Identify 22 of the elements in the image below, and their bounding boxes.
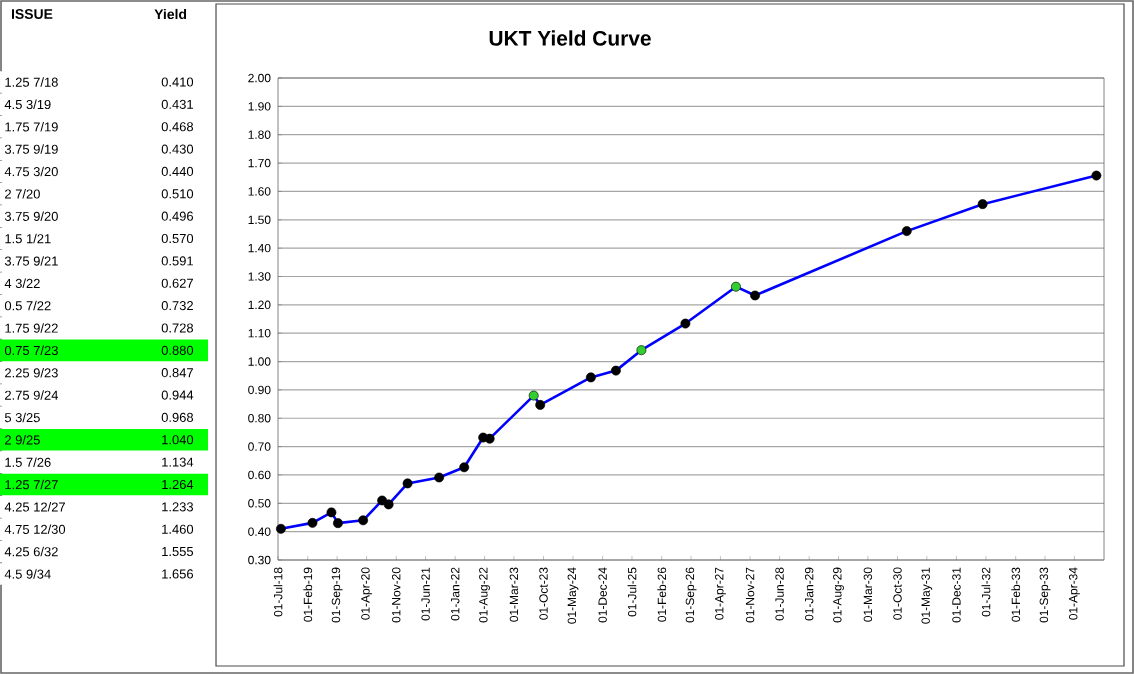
point bbox=[383, 499, 394, 510]
point bbox=[535, 400, 546, 410]
point bbox=[358, 515, 369, 526]
point bbox=[276, 523, 286, 534]
point bbox=[402, 478, 413, 489]
point bbox=[1091, 170, 1102, 181]
point bbox=[326, 507, 337, 518]
chart-title: UKT Yield Curve bbox=[489, 30, 651, 46]
point bbox=[731, 281, 741, 292]
point bbox=[333, 518, 343, 529]
point bbox=[585, 372, 596, 383]
point bbox=[636, 345, 647, 356]
point bbox=[528, 390, 539, 401]
point bbox=[611, 365, 621, 376]
point bbox=[459, 462, 470, 473]
point bbox=[484, 433, 495, 444]
point bbox=[680, 318, 691, 329]
point bbox=[977, 199, 988, 210]
point bbox=[307, 517, 318, 528]
point bbox=[901, 226, 912, 237]
point bbox=[750, 290, 760, 301]
point bbox=[434, 472, 445, 483]
